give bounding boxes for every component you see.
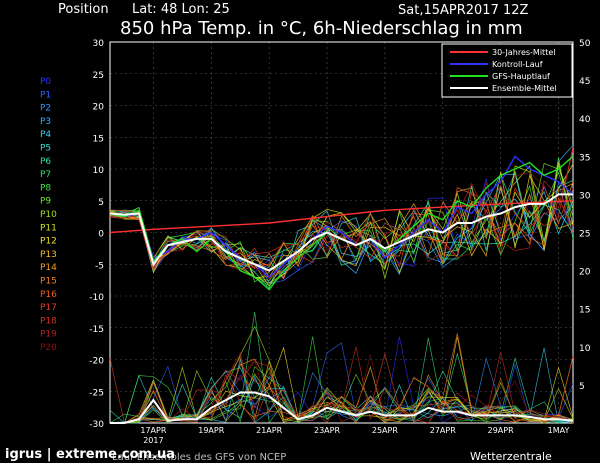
member-precip-line	[110, 333, 574, 424]
member-label: P13	[40, 250, 57, 260]
member-label: P20	[40, 343, 57, 353]
x-tick-label: 1MAY	[548, 426, 570, 435]
member-label: P2	[40, 104, 51, 114]
latlon-label: Lat: 48 Lon: 25	[132, 2, 230, 17]
y-tick-label-left: 30	[93, 39, 105, 49]
series-line	[109, 193, 573, 272]
member-label: P7	[40, 170, 51, 180]
y-axis-right: 50 45 40 35 30 25 20 15 10 5	[579, 39, 591, 392]
legend: 30-Jahres-Mittel Kontroll-Lauf GFS-Hauptla…	[441, 43, 573, 98]
y-tick-label-right: 30	[579, 191, 591, 201]
credit-text: Wetterzentrale	[470, 450, 552, 463]
y-tick-label-right: 15	[579, 306, 590, 316]
y-tick-label-left: 5	[98, 198, 104, 208]
legend-label: Ensemble-Mittel	[492, 84, 557, 93]
member-label: P10	[40, 210, 57, 220]
y-tick-label-left: 10	[93, 166, 105, 176]
member-label: P5	[40, 144, 51, 154]
y-tick-label-right: 50	[579, 39, 591, 49]
legend-label: Kontroll-Lauf	[492, 60, 543, 69]
member-label: P19	[40, 330, 57, 340]
member-precip-line	[109, 352, 574, 424]
member-precip-line	[110, 363, 574, 424]
y-tick-label-left: -20	[89, 357, 104, 367]
y-tick-label-right: 45	[579, 77, 590, 87]
member-label: P12	[40, 237, 57, 247]
series-lines	[109, 155, 574, 424]
member-precip-line	[110, 366, 574, 424]
chart-title: 850 hPa Temp. in °C, 6h-Niederschlag in …	[120, 18, 523, 39]
x-tick-label: 19APR	[198, 426, 224, 435]
source-text: Lauf Ensembles des GFS von NCEP	[112, 452, 286, 463]
legend-label: GFS-Hauptlauf	[492, 72, 550, 81]
y-tick-label-left: -30	[89, 420, 104, 430]
member-label: P3	[40, 117, 51, 127]
member-labels: P0 P1 P2 P3 P4 P5 P6 P7 P8 P9 P10 P11 P12 P13 P14 P15 P1…	[40, 77, 57, 353]
x-tick-label: 25APR	[372, 426, 398, 435]
y-tick-label-left: -25	[89, 388, 104, 398]
member-label: P15	[40, 277, 57, 287]
y-tick-label-left: -10	[89, 293, 104, 303]
series-line	[109, 155, 574, 278]
x-tick-label: 27APR	[430, 426, 456, 435]
member-label: P0	[40, 77, 51, 87]
member-label: P4	[40, 130, 51, 140]
x-tick-label: 2017	[143, 436, 163, 445]
y-tick-label-left: 25	[93, 71, 104, 81]
y-tick-label-left: 20	[93, 103, 105, 113]
y-tick-label-right: 20	[579, 268, 591, 278]
y-tick-label-right: 10	[579, 344, 591, 354]
series-line	[109, 200, 574, 234]
member-temp-line	[109, 181, 574, 279]
y-tick-label-left: 0	[98, 230, 104, 240]
x-tick-label: 17APR	[140, 426, 166, 435]
date-label: Sat,15APR2017 12Z	[398, 3, 529, 18]
member-label: P17	[40, 303, 57, 313]
member-precip-line	[110, 346, 574, 424]
y-tick-label-right: 40	[579, 115, 591, 125]
member-label: P14	[40, 263, 57, 273]
x-tick-label: 29APR	[488, 426, 514, 435]
y-tick-label-left: -5	[95, 261, 104, 271]
member-label: P11	[40, 223, 57, 233]
member-label: P18	[40, 316, 57, 326]
y-tick-label-left: 15	[93, 134, 104, 144]
x-tick-label: 23APR	[314, 426, 340, 435]
y-tick-label-right: 35	[579, 153, 590, 163]
member-label: P6	[40, 157, 51, 167]
watermark-text: igrus | extreme.com.ua	[5, 447, 175, 462]
y-tick-label-left: -15	[89, 325, 104, 335]
y-tick-label-right: 5	[579, 382, 585, 392]
member-label: P16	[40, 290, 57, 300]
member-temp-line	[109, 204, 574, 268]
member-label: P9	[40, 197, 51, 207]
position-label: Position	[58, 2, 109, 17]
y-axis-left: 30 25 20 15 10 5 0 -5 -10 -15 -20 -25 -30	[89, 39, 104, 430]
member-label: P8	[40, 183, 51, 193]
series-line	[110, 391, 574, 424]
y-tick-label-right: 25	[579, 230, 590, 240]
x-tick-label: 21APR	[256, 426, 282, 435]
member-precip-line	[110, 351, 574, 424]
member-label: P1	[40, 90, 51, 100]
legend-label: 30-Jahres-Mittel	[492, 48, 555, 57]
